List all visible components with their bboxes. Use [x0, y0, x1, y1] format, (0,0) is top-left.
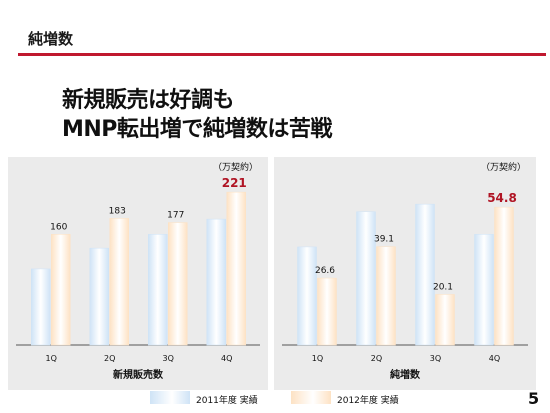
- x-tick-label: 4Q: [221, 354, 232, 363]
- bar-2011-chart-0-4q: [206, 218, 226, 346]
- net-adds-chart: 26.6 39.1 20.1 54.8 1Q 2Q 3Q 4Q 純増数: [282, 191, 528, 381]
- data-label-chart-1-2q: 39.1: [374, 235, 394, 245]
- x-axis-title: 純増数: [390, 368, 421, 381]
- section-title: 純増数: [28, 30, 74, 48]
- data-label-chart-1-3q: 20.1: [433, 282, 453, 292]
- bar-2012-chart-0-4q: [226, 191, 246, 346]
- legend-swatch-2011: [150, 391, 190, 404]
- data-label-chart-0-1q: 160: [50, 222, 67, 232]
- new-sales-chart: 160 183 177 221 1Q 2Q 3Q 4Q 新規販売数: [16, 176, 260, 381]
- bar-2012-chart-0-2q: [109, 218, 129, 346]
- bar-2011-chart-0-3q: [148, 234, 168, 346]
- headline: 新規販売は好調も MNP転出増で純増数は苦戦: [62, 86, 332, 144]
- x-tick-label: 1Q: [312, 354, 323, 363]
- bar-2011-chart-0-2q: [89, 247, 109, 346]
- x-tick-label: 4Q: [489, 354, 500, 363]
- bar-2012-chart-1-1q: [317, 277, 337, 346]
- bar-2012-chart-1-4q: [494, 206, 514, 346]
- bar-2011-chart-1-3q: [415, 203, 435, 346]
- new-sales-chart-panel: （万契約） 160 183 177 221 1Q 2Q 3Q 4Q 新規販売数: [8, 157, 268, 390]
- data-label-chart-1-4q: 54.8: [487, 191, 517, 205]
- bar-2011-chart-0-1q: [31, 268, 51, 346]
- x-axis-title: 新規販売数: [113, 368, 164, 381]
- net-adds-chart-panel: （万契約） 26.6 39.1 20.1 54.8 1Q 2Q 3Q 4Q 純増数: [274, 157, 536, 390]
- data-label-chart-0-4q: 221: [222, 176, 247, 190]
- bar-2012-chart-0-1q: [51, 234, 71, 346]
- bar-2012-chart-1-3q: [435, 294, 455, 346]
- headline-line-1: 新規販売は好調も: [62, 88, 235, 113]
- headline-line-2: MNP転出増で純増数は苦戦: [62, 117, 332, 142]
- legend-label-2011: 2011年度 実績: [196, 396, 258, 406]
- data-label-chart-0-3q: 177: [167, 211, 184, 221]
- x-tick-label: 2Q: [371, 354, 382, 363]
- page-number: 5: [528, 389, 540, 408]
- bar-2011-chart-1-4q: [474, 234, 494, 346]
- unit-label: （万契約）: [481, 163, 527, 173]
- bar-2012-chart-0-3q: [168, 222, 188, 346]
- x-tick-label: 3Q: [430, 354, 441, 363]
- x-tick-label: 2Q: [104, 354, 115, 363]
- x-tick-label: 3Q: [163, 354, 174, 363]
- bar-2012-chart-1-2q: [376, 246, 396, 346]
- bar-2011-chart-1-2q: [356, 211, 376, 346]
- legend-item-2012: 2012年度 実績: [291, 391, 431, 406]
- section-divider: [18, 53, 546, 56]
- unit-label: （万契約）: [213, 163, 259, 173]
- legend-label-2012: 2012年度 実績: [337, 396, 399, 406]
- data-label-chart-0-2q: 183: [109, 206, 126, 216]
- bar-2011-chart-1-1q: [297, 246, 317, 346]
- legend-swatch-2012: [291, 391, 331, 404]
- legend-item-2011: 2011年度 実績: [150, 391, 290, 406]
- data-label-chart-1-1q: 26.6: [315, 266, 335, 276]
- x-tick-label: 1Q: [46, 354, 57, 363]
